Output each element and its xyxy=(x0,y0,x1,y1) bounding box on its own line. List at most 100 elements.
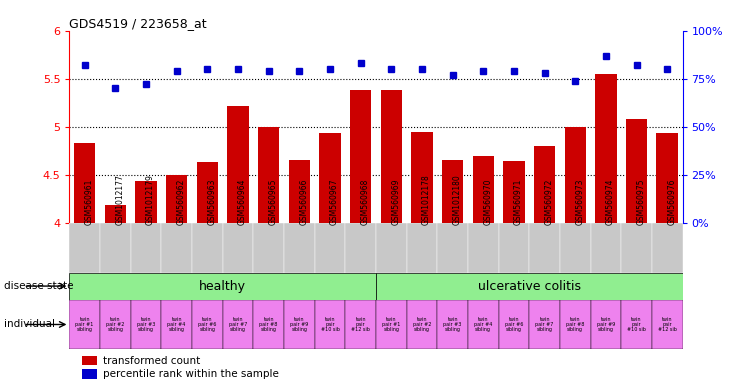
Bar xyxy=(442,161,464,223)
Text: twin
pair
#12 sib: twin pair #12 sib xyxy=(658,316,677,333)
Bar xyxy=(350,90,372,223)
Text: GSM560971: GSM560971 xyxy=(514,179,523,225)
Text: GSM560975: GSM560975 xyxy=(637,179,645,225)
Bar xyxy=(468,300,499,349)
Text: GSM560970: GSM560970 xyxy=(483,179,492,225)
Bar xyxy=(288,161,310,223)
Bar xyxy=(100,300,131,349)
Bar xyxy=(652,223,683,273)
Text: GSM560974: GSM560974 xyxy=(606,179,615,225)
Bar xyxy=(196,162,218,223)
Bar xyxy=(131,300,161,349)
Bar xyxy=(161,223,192,273)
Bar xyxy=(345,300,376,349)
Bar xyxy=(621,300,652,349)
Bar xyxy=(135,182,157,223)
Bar xyxy=(192,300,223,349)
Text: twin
pair #9
sibling: twin pair #9 sibling xyxy=(291,316,309,333)
Text: GSM1012178: GSM1012178 xyxy=(422,174,431,225)
Bar xyxy=(626,119,648,223)
Text: GSM560972: GSM560972 xyxy=(545,179,553,225)
Bar xyxy=(131,223,161,273)
Text: twin
pair #6
sibling: twin pair #6 sibling xyxy=(198,316,217,333)
Text: disease state: disease state xyxy=(4,281,73,291)
Bar xyxy=(315,223,345,273)
Text: individual: individual xyxy=(4,319,55,329)
Bar xyxy=(376,300,407,349)
Text: twin
pair #9
sibling: twin pair #9 sibling xyxy=(597,316,615,333)
Bar xyxy=(591,300,621,349)
Bar xyxy=(468,223,499,273)
Text: twin
pair #8
sibling: twin pair #8 sibling xyxy=(259,316,278,333)
Bar xyxy=(407,300,437,349)
Bar xyxy=(192,223,223,273)
Text: twin
pair #1
sibling: twin pair #1 sibling xyxy=(382,316,401,333)
Text: GSM560962: GSM560962 xyxy=(177,179,185,225)
Bar xyxy=(69,273,376,300)
Text: twin
pair
#12 sib: twin pair #12 sib xyxy=(351,316,370,333)
Bar xyxy=(319,134,341,223)
Text: GSM560961: GSM560961 xyxy=(85,179,93,225)
Bar xyxy=(560,223,591,273)
Bar xyxy=(595,74,617,223)
Bar xyxy=(315,300,345,349)
Text: GSM1012177: GSM1012177 xyxy=(115,174,124,225)
Bar xyxy=(534,146,556,223)
Text: ulcerative colitis: ulcerative colitis xyxy=(477,280,581,293)
Text: GSM560966: GSM560966 xyxy=(299,179,308,225)
Bar xyxy=(499,223,529,273)
Bar xyxy=(69,300,100,349)
Bar xyxy=(376,273,683,300)
Bar xyxy=(69,223,100,273)
Bar xyxy=(411,131,433,223)
Bar xyxy=(223,300,253,349)
Text: twin
pair #7
sibling: twin pair #7 sibling xyxy=(535,316,554,333)
Bar xyxy=(345,223,376,273)
Text: healthy: healthy xyxy=(199,280,246,293)
Text: GDS4519 / 223658_at: GDS4519 / 223658_at xyxy=(69,17,207,30)
Bar xyxy=(253,300,284,349)
Bar xyxy=(104,205,126,223)
Bar xyxy=(376,223,407,273)
Bar xyxy=(227,106,249,223)
Bar xyxy=(407,223,437,273)
Text: twin
pair #3
sibling: twin pair #3 sibling xyxy=(137,316,155,333)
Text: GSM560963: GSM560963 xyxy=(207,179,216,225)
Bar xyxy=(284,300,315,349)
Bar xyxy=(82,369,97,379)
Text: GSM560968: GSM560968 xyxy=(361,179,369,225)
Bar xyxy=(437,300,468,349)
Bar xyxy=(529,300,560,349)
Bar xyxy=(166,175,188,223)
Bar xyxy=(82,356,97,366)
Text: twin
pair #1
sibling: twin pair #1 sibling xyxy=(75,316,94,333)
Text: twin
pair #3
sibling: twin pair #3 sibling xyxy=(443,316,462,333)
Bar xyxy=(100,223,131,273)
Bar xyxy=(564,127,586,223)
Text: GSM1012179: GSM1012179 xyxy=(146,174,155,225)
Bar xyxy=(499,300,529,349)
Bar xyxy=(223,223,253,273)
Text: twin
pair #6
sibling: twin pair #6 sibling xyxy=(504,316,523,333)
Bar xyxy=(258,127,280,223)
Bar xyxy=(253,223,284,273)
Text: GSM560964: GSM560964 xyxy=(238,179,247,225)
Bar xyxy=(74,143,96,223)
Text: twin
pair
#10 sib: twin pair #10 sib xyxy=(627,316,646,333)
Text: GSM1012180: GSM1012180 xyxy=(453,174,461,225)
Text: twin
pair #4
sibling: twin pair #4 sibling xyxy=(474,316,493,333)
Bar xyxy=(529,223,560,273)
Bar xyxy=(161,300,192,349)
Text: transformed count: transformed count xyxy=(103,356,200,366)
Text: twin
pair #7
sibling: twin pair #7 sibling xyxy=(228,316,247,333)
Bar xyxy=(284,223,315,273)
Bar xyxy=(656,134,678,223)
Text: twin
pair #8
sibling: twin pair #8 sibling xyxy=(566,316,585,333)
Bar xyxy=(437,223,468,273)
Text: GSM560967: GSM560967 xyxy=(330,179,339,225)
Bar xyxy=(380,90,402,223)
Text: GSM560973: GSM560973 xyxy=(575,179,584,225)
Text: twin
pair #2
sibling: twin pair #2 sibling xyxy=(412,316,431,333)
Bar xyxy=(591,223,621,273)
Bar xyxy=(472,157,494,223)
